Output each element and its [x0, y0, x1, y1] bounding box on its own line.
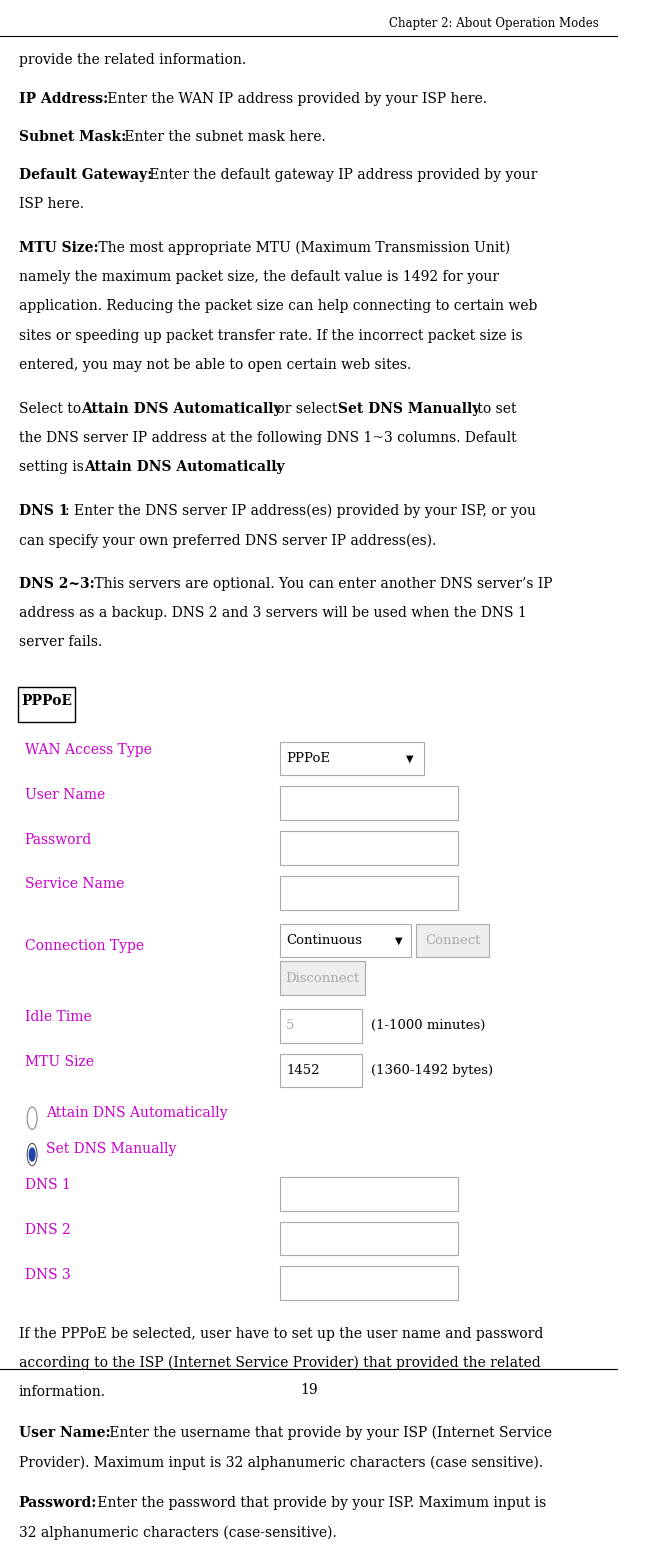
Text: sites or speeding up packet transfer rate. If the incorrect packet size is: sites or speeding up packet transfer rat… — [18, 328, 522, 342]
Text: Attain DNS Automatically: Attain DNS Automatically — [84, 461, 285, 475]
Text: according to the ISP (Internet Service Provider) that provided the related: according to the ISP (Internet Service P… — [18, 1355, 541, 1371]
Text: to set: to set — [473, 401, 516, 415]
Text: provide the related information.: provide the related information. — [18, 53, 246, 67]
Text: Select to: Select to — [18, 401, 85, 415]
Text: Disconnect: Disconnect — [286, 971, 360, 985]
Text: Connect: Connect — [425, 934, 481, 948]
Circle shape — [27, 1106, 37, 1130]
Text: 32 alphanumeric characters (case-sensitive).: 32 alphanumeric characters (case-sensiti… — [18, 1525, 336, 1540]
Text: namely the maximum packet size, the default value is 1492 for your: namely the maximum packet size, the defa… — [18, 271, 499, 285]
Text: Provider). Maximum input is 32 alphanumeric characters (case sensitive).: Provider). Maximum input is 32 alphanume… — [18, 1455, 542, 1470]
FancyBboxPatch shape — [280, 1053, 362, 1088]
Text: WAN Access Type: WAN Access Type — [25, 744, 151, 758]
Text: MTU Size: MTU Size — [25, 1055, 94, 1069]
Text: Default Gateway:: Default Gateway: — [18, 168, 152, 182]
Text: PPPoE: PPPoE — [286, 752, 330, 766]
Text: .: . — [274, 461, 278, 475]
FancyBboxPatch shape — [18, 688, 75, 722]
FancyBboxPatch shape — [280, 1176, 458, 1211]
FancyBboxPatch shape — [280, 831, 458, 865]
Text: Password:: Password: — [18, 1495, 97, 1509]
FancyBboxPatch shape — [280, 1008, 362, 1043]
Text: IP Address:: IP Address: — [18, 92, 108, 106]
Text: This servers are optional. You can enter another DNS server’s IP: This servers are optional. You can enter… — [91, 577, 553, 591]
Text: Attain DNS Automatically: Attain DNS Automatically — [82, 401, 282, 415]
Text: User Name:: User Name: — [18, 1425, 110, 1439]
Text: Idle Time: Idle Time — [25, 1010, 91, 1024]
Text: the DNS server IP address at the following DNS 1~3 columns. Default: the DNS server IP address at the followi… — [18, 431, 516, 445]
Text: Chapter 2: About Operation Modes: Chapter 2: About Operation Modes — [389, 17, 599, 30]
Text: entered, you may not be able to open certain web sites.: entered, you may not be able to open cer… — [18, 358, 411, 372]
Text: Set DNS Manually: Set DNS Manually — [46, 1142, 176, 1156]
Text: setting is: setting is — [18, 461, 88, 475]
Text: Service Name: Service Name — [25, 878, 124, 892]
FancyBboxPatch shape — [280, 876, 458, 910]
Circle shape — [27, 1144, 37, 1165]
Text: Enter the password that provide by your ISP. Maximum input is: Enter the password that provide by your … — [93, 1495, 546, 1509]
Text: Enter the subnet mask here.: Enter the subnet mask here. — [120, 131, 326, 145]
Text: DNS 2: DNS 2 — [25, 1223, 70, 1237]
Text: address as a backup. DNS 2 and 3 servers will be used when the DNS 1: address as a backup. DNS 2 and 3 servers… — [18, 605, 526, 619]
Text: 19: 19 — [300, 1383, 318, 1397]
FancyBboxPatch shape — [280, 962, 365, 994]
FancyBboxPatch shape — [417, 924, 488, 957]
Text: PPPoE: PPPoE — [22, 694, 72, 708]
Text: Password: Password — [25, 832, 92, 846]
Circle shape — [29, 1148, 35, 1161]
Text: Enter the username that provide by your ISP (Internet Service: Enter the username that provide by your … — [106, 1425, 552, 1441]
Text: If the PPPoE be selected, user have to set up the user name and password: If the PPPoE be selected, user have to s… — [18, 1327, 543, 1341]
Text: DNS 3: DNS 3 — [25, 1268, 70, 1282]
Text: Enter the WAN IP address provided by your ISP here.: Enter the WAN IP address provided by you… — [103, 92, 487, 106]
Text: information.: information. — [18, 1385, 106, 1399]
Text: Connection Type: Connection Type — [25, 938, 144, 952]
Text: or select: or select — [272, 401, 342, 415]
Text: DNS 1: DNS 1 — [18, 504, 68, 518]
Text: Continuous: Continuous — [286, 934, 362, 948]
Text: (1-1000 minutes): (1-1000 minutes) — [370, 1019, 485, 1032]
Text: : Enter the DNS server IP address(es) provided by your ISP, or you: : Enter the DNS server IP address(es) pr… — [65, 504, 537, 518]
Text: server fails.: server fails. — [18, 635, 102, 649]
Text: Attain DNS Automatically: Attain DNS Automatically — [46, 1106, 228, 1120]
FancyBboxPatch shape — [280, 1267, 458, 1301]
Text: 5: 5 — [286, 1019, 295, 1032]
Text: ▼: ▼ — [394, 935, 402, 946]
Text: (1360-1492 bytes): (1360-1492 bytes) — [370, 1064, 493, 1077]
Text: ▼: ▼ — [406, 753, 413, 764]
FancyBboxPatch shape — [280, 742, 424, 775]
Text: Set DNS Manually: Set DNS Manually — [338, 401, 480, 415]
Text: Enter the default gateway IP address provided by your: Enter the default gateway IP address pro… — [145, 168, 537, 182]
Text: Subnet Mask:: Subnet Mask: — [18, 131, 126, 145]
FancyBboxPatch shape — [280, 786, 458, 820]
Text: User Name: User Name — [25, 787, 105, 801]
Text: DNS 2~3:: DNS 2~3: — [18, 577, 95, 591]
Text: DNS 1: DNS 1 — [25, 1178, 70, 1192]
Text: The most appropriate MTU (Maximum Transmission Unit): The most appropriate MTU (Maximum Transm… — [94, 241, 511, 255]
Text: can specify your own preferred DNS server IP address(es).: can specify your own preferred DNS serve… — [18, 534, 436, 548]
FancyBboxPatch shape — [280, 924, 411, 957]
Text: application. Reducing the packet size can help connecting to certain web: application. Reducing the packet size ca… — [18, 299, 537, 313]
Text: ISP here.: ISP here. — [18, 198, 83, 212]
Text: MTU Size:: MTU Size: — [18, 241, 98, 255]
Text: 1452: 1452 — [286, 1064, 319, 1077]
FancyBboxPatch shape — [280, 1221, 458, 1256]
